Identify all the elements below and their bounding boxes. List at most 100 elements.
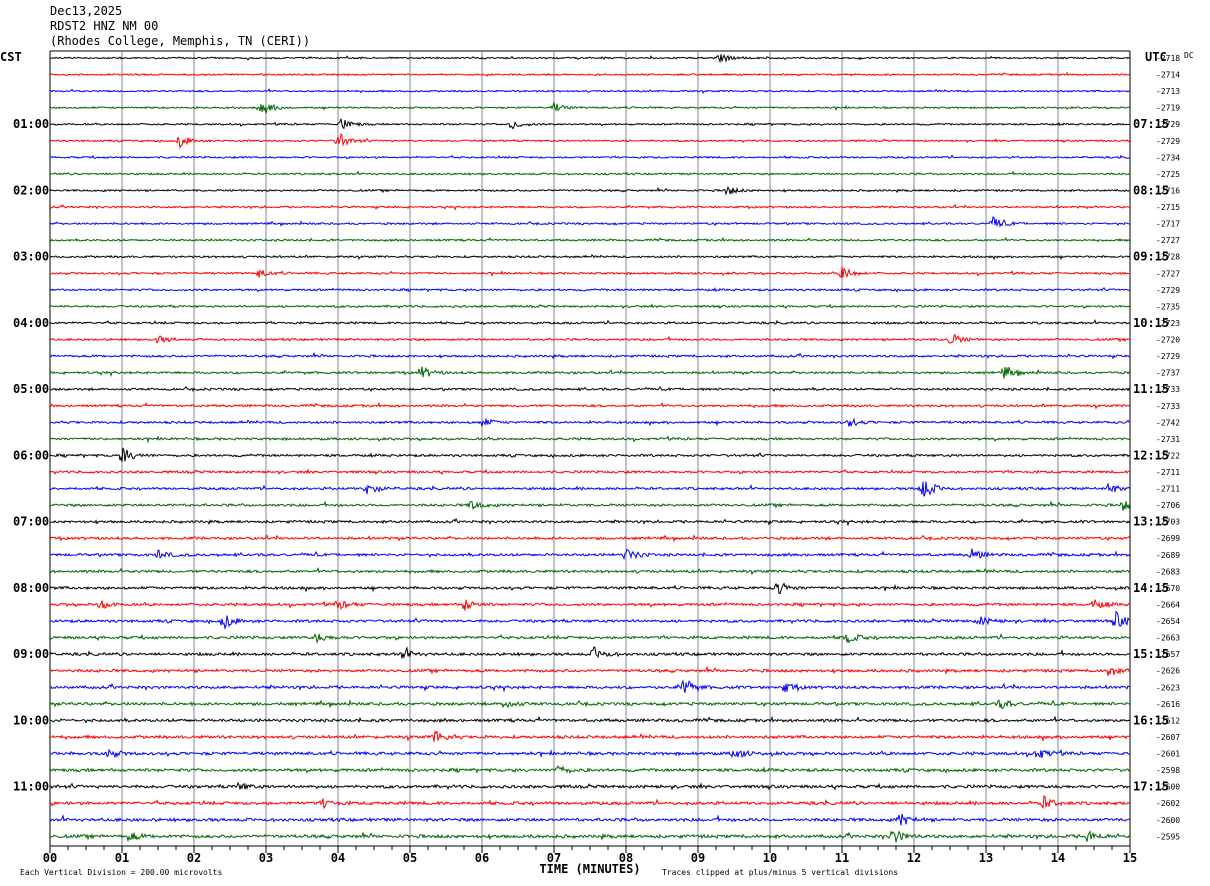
trace-line <box>49 71 1131 77</box>
dc-offset-label: -2654 <box>1156 617 1180 626</box>
dc-offset-label: -2703 <box>1156 518 1180 527</box>
dc-offset-label: -2600 <box>1156 783 1180 792</box>
cst-hour-label: 11:00 <box>13 780 49 794</box>
dc-offset-label: -2699 <box>1156 534 1180 543</box>
trace-line <box>49 170 1131 176</box>
utc-hour-label: 12:15 <box>1133 448 1169 462</box>
utc-hour-label: 10:15 <box>1133 316 1169 330</box>
dc-offset-label: -2727 <box>1156 236 1180 245</box>
trace-line <box>50 500 1131 511</box>
dc-offset-label: -2722 <box>1156 451 1180 460</box>
dc-offset-label: -2729 <box>1156 286 1180 295</box>
dc-offset-label: -2715 <box>1156 203 1180 212</box>
dc-offset-label: -2711 <box>1156 485 1180 494</box>
trace-line <box>49 447 1131 462</box>
trace-line <box>50 102 1131 114</box>
dc-offset-label: -2716 <box>1156 186 1180 195</box>
dc-offset-label: -2626 <box>1156 667 1180 676</box>
time-tick-label: 00 <box>43 851 57 865</box>
trace-line <box>49 468 1130 476</box>
dc-offset-label: -2713 <box>1156 87 1180 96</box>
utc-hour-label: 15:15 <box>1133 647 1169 661</box>
trace-line <box>49 203 1130 211</box>
cst-hour-label: 10:00 <box>13 713 49 727</box>
trace-line <box>49 286 1131 293</box>
dc-offset-label: -2612 <box>1156 716 1180 725</box>
trace-line <box>49 715 1131 724</box>
time-tick-label: 03 <box>259 851 273 865</box>
cst-hour-label: 04:00 <box>13 316 49 330</box>
dc-offset-label: -2664 <box>1156 600 1180 609</box>
trace-line <box>49 333 1131 344</box>
trace-line <box>49 829 1131 843</box>
dc-offset-label: -2607 <box>1156 733 1180 742</box>
seismic-traces <box>49 53 1131 843</box>
utc-hour-label: 13:15 <box>1133 515 1169 529</box>
time-tick-label: 04 <box>331 851 345 865</box>
dc-offset-label: -2719 <box>1156 104 1180 113</box>
utc-hour-label: 07:15 <box>1133 117 1169 131</box>
trace-line <box>49 548 1131 561</box>
dc-column-label: DC <box>1184 51 1194 60</box>
dc-offset-label: -2623 <box>1156 683 1180 692</box>
dc-offset-label: -2733 <box>1156 402 1180 411</box>
dc-offset-label: -2711 <box>1156 468 1180 477</box>
trace-line <box>49 566 1131 576</box>
dc-offset-label: -2729 <box>1156 352 1180 361</box>
axis-labels: 00 01 02 03 04 05 06 07 08 09 10 11 12 13 14 15 -2718 -27… <box>0 50 1194 877</box>
dc-offset-label: -2718 <box>1156 54 1180 63</box>
dc-offset-label: -2602 <box>1156 799 1180 808</box>
utc-hour-label: 11:15 <box>1133 382 1169 396</box>
dc-offset-label: -2616 <box>1156 700 1180 709</box>
trace-line <box>49 795 1131 810</box>
utc-hour-label: 16:15 <box>1133 713 1169 727</box>
utc-hour-label: 17:15 <box>1133 780 1169 794</box>
cst-hour-label: 08:00 <box>13 581 49 595</box>
dc-offset-label: -2598 <box>1156 766 1180 775</box>
time-tick-label: 06 <box>475 851 489 865</box>
trace-line <box>49 517 1131 527</box>
time-tick-label: 15 <box>1123 851 1137 865</box>
trace-line <box>49 132 1131 150</box>
trace-line <box>49 385 1131 393</box>
trace-line <box>49 88 1131 94</box>
trace-line <box>49 254 1131 261</box>
utc-axis-label: UTC <box>1145 50 1167 64</box>
time-tick-label: 08 <box>619 851 633 865</box>
dc-offset-label: -2729 <box>1156 120 1180 129</box>
dc-offset-label: -2733 <box>1156 385 1180 394</box>
cst-hour-label: 07:00 <box>13 515 49 529</box>
utc-hour-label: 09:15 <box>1133 250 1169 264</box>
trace-line <box>49 599 1131 611</box>
trace-line <box>50 417 1131 427</box>
trace-line <box>49 582 1131 595</box>
trace-line <box>50 216 1130 228</box>
dc-offset-label: -2601 <box>1156 750 1180 759</box>
time-tick-label: 07 <box>547 851 561 865</box>
trace-line <box>50 679 1131 693</box>
dc-offset-label: -2727 <box>1156 269 1180 278</box>
dc-offset-label: -2729 <box>1156 137 1180 146</box>
time-tick-label: 10 <box>763 851 777 865</box>
clipping-note: Traces clipped at plus/minus 5 vertical … <box>662 868 898 877</box>
time-tick-label: 01 <box>115 851 129 865</box>
trace-line <box>49 698 1131 710</box>
trace-line <box>49 665 1131 676</box>
cst-hour-label: 06:00 <box>13 448 49 462</box>
time-tick-label: 14 <box>1051 851 1065 865</box>
trace-line <box>49 236 1131 243</box>
cst-hour-label: 05:00 <box>13 382 49 396</box>
dc-offset-label: -2737 <box>1156 369 1180 378</box>
dc-offset-label: -2600 <box>1156 816 1180 825</box>
trace-line <box>49 533 1131 543</box>
utc-hour-label: 08:15 <box>1133 183 1169 197</box>
cst-hour-label: 09:00 <box>13 647 49 661</box>
trace-line <box>49 154 1131 160</box>
trace-line <box>49 401 1131 410</box>
time-axis-title: TIME (MINUTES) <box>539 862 640 876</box>
trace-line <box>49 748 1131 759</box>
cst-hour-label: 03:00 <box>13 250 49 264</box>
trace-line <box>49 813 1131 826</box>
time-tick-label: 09 <box>691 851 705 865</box>
dc-offset-label: -2717 <box>1156 220 1180 229</box>
